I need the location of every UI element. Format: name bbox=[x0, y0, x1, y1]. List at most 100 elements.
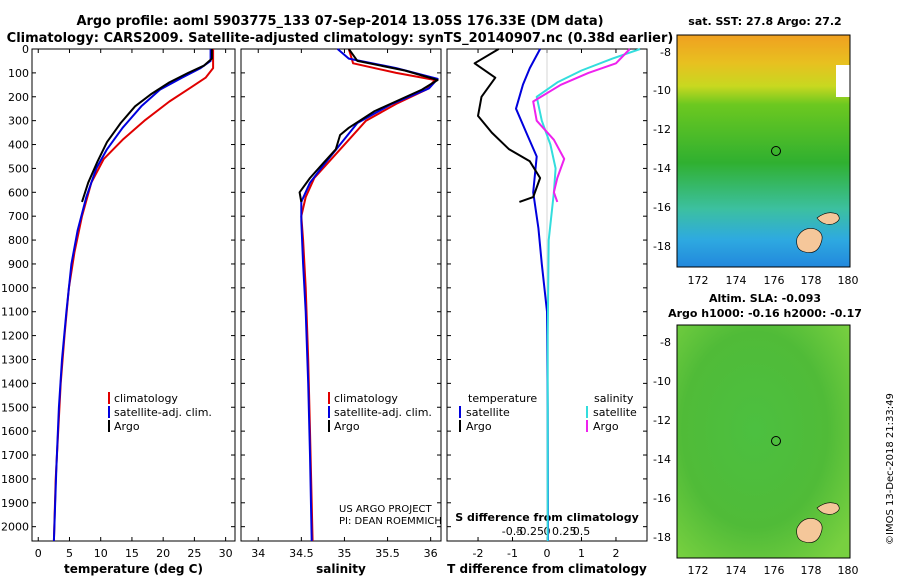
depth-tick-label: 1700 bbox=[1, 449, 29, 462]
figure-title-line2: Climatology: CARS2009. Satellite-adjuste… bbox=[7, 31, 674, 46]
sst-ytick-label: -16 bbox=[653, 201, 671, 214]
x-tick-label: 0 bbox=[544, 547, 551, 560]
x-tick-label: 20 bbox=[156, 547, 170, 560]
series-line-salinity-argo bbox=[532, 48, 631, 203]
depth-tick-label: 600 bbox=[8, 186, 29, 199]
credit-line2: PI: DEAN ROEMMICH bbox=[339, 516, 442, 527]
difference-panel: -2 -1 0 1 2-0.5-0.25 0 0.250.5S difference fro… bbox=[446, 48, 648, 576]
depth-tick-label: 900 bbox=[8, 258, 29, 271]
x-tick-label: 1 bbox=[578, 547, 585, 560]
series-line-satellite-adj-clim- bbox=[52, 49, 212, 542]
sst-map-axes bbox=[676, 34, 851, 268]
legend-temperature-title: temperature bbox=[468, 392, 537, 405]
temperature-legend: climatology satellite-adj. clim. Argo bbox=[108, 392, 212, 433]
x-tick-label: 10 bbox=[94, 547, 108, 560]
x2-tick-label: 0.5 bbox=[573, 525, 591, 538]
depth-tick-label: 1600 bbox=[1, 425, 29, 438]
fiji-land bbox=[796, 212, 840, 253]
x-tick-label: 15 bbox=[125, 547, 139, 560]
depth-tick-label: 700 bbox=[8, 210, 29, 223]
sla-ytick-label: -10 bbox=[653, 375, 671, 388]
legend-argo-label: Argo bbox=[334, 420, 360, 433]
sst-xtick-label: 178 bbox=[801, 274, 822, 287]
sla-map-title-line2: Argo h1000: -0.16 h2000: -0.17 bbox=[668, 307, 862, 320]
x2-tick-label: -0.25 bbox=[516, 525, 544, 538]
x-tick-label: -2 bbox=[473, 547, 484, 560]
legend-climatology-label: climatology bbox=[114, 392, 178, 405]
sst-map-field bbox=[677, 35, 850, 267]
legend-salinity-title: salinity bbox=[594, 392, 634, 405]
temperature-x-axis-label: temperature (deg C) bbox=[64, 562, 203, 576]
sst-map: sat. SST: 27.8 Argo: 27.2 -8 -10 -12 -14… bbox=[653, 15, 858, 287]
depth-tick-label: 2000 bbox=[1, 521, 29, 534]
series-line-argo bbox=[81, 49, 213, 203]
legend-temp-argo-label: Argo bbox=[466, 420, 492, 433]
sla-map-title-line1: Altim. SLA: -0.093 bbox=[709, 292, 821, 305]
x-tick-label: 34.5 bbox=[289, 547, 314, 560]
sla-map: Altim. SLA: -0.093 Argo h1000: -0.16 h20… bbox=[653, 292, 862, 577]
sla-ytick-label: -12 bbox=[653, 414, 671, 427]
argo-position-marker bbox=[771, 146, 781, 156]
x-tick-label: 36 bbox=[424, 547, 438, 560]
salinity-axes-frame bbox=[240, 48, 442, 542]
legend-satellite-label: satellite-adj. clim. bbox=[114, 406, 212, 419]
sla-ytick-label: -16 bbox=[653, 492, 671, 505]
x-tick-label: 35 bbox=[337, 547, 351, 560]
depth-tick-label: 1300 bbox=[1, 353, 29, 366]
salinity-panel: 34 34.5 35 35.5 36 salinity bbox=[240, 48, 442, 576]
sst-map-nodata-strip bbox=[836, 65, 850, 97]
x-tick-label: 25 bbox=[187, 547, 201, 560]
depth-tick-label: 1500 bbox=[1, 401, 29, 414]
depth-tick-label: 0 bbox=[22, 43, 29, 56]
depth-tick-label: 1800 bbox=[1, 473, 29, 486]
sla-xtick-label: 172 bbox=[688, 564, 709, 577]
sst-ytick-label: -10 bbox=[653, 84, 671, 97]
depth-tick-label: 800 bbox=[8, 234, 29, 247]
sla-ytick-label: -8 bbox=[660, 336, 671, 349]
argo-position-marker bbox=[771, 436, 781, 446]
imos-watermark: ©IMOS 13-Dec-2018 21:33:49 bbox=[885, 393, 896, 545]
depth-tick-label: 1100 bbox=[1, 306, 29, 319]
depth-tick-label: 1200 bbox=[1, 330, 29, 343]
legend-argo-label: Argo bbox=[114, 420, 140, 433]
x2-tick-label: 0.25 bbox=[552, 525, 577, 538]
temperature-panel: 0100200300400500600700800900100011001200… bbox=[1, 43, 236, 576]
x-tick-label: 30 bbox=[219, 547, 233, 560]
difference-x-axis-label: T difference from climatology bbox=[447, 562, 647, 576]
difference-legend: temperature satellite Argo salinity sate… bbox=[459, 392, 637, 433]
sst-map-title: sat. SST: 27.8 Argo: 27.2 bbox=[688, 15, 841, 28]
sst-xtick-label: 176 bbox=[764, 274, 785, 287]
sla-ytick-label: -14 bbox=[653, 453, 671, 466]
sst-ytick-label: -8 bbox=[660, 46, 671, 59]
depth-tick-label: 200 bbox=[8, 91, 29, 104]
sla-xtick-label: 174 bbox=[726, 564, 747, 577]
depth-tick-label: 100 bbox=[8, 67, 29, 80]
x-tick-label: 34 bbox=[251, 547, 265, 560]
legend-temp-satellite-label: satellite bbox=[466, 406, 510, 419]
depth-tick-label: 1400 bbox=[1, 377, 29, 390]
salinity-x-axis-label: salinity bbox=[316, 562, 366, 576]
legend-satellite-label: satellite-adj. clim. bbox=[334, 406, 432, 419]
legend-climatology-label: climatology bbox=[334, 392, 398, 405]
sst-ytick-label: -12 bbox=[653, 123, 671, 136]
temperature-axes-frame bbox=[31, 48, 236, 542]
sla-xtick-label: 178 bbox=[801, 564, 822, 577]
depth-tick-label: 1000 bbox=[1, 282, 29, 295]
sla-map-axes bbox=[676, 324, 851, 559]
legend-sal-argo-label: Argo bbox=[593, 420, 619, 433]
x-tick-label: -1 bbox=[507, 547, 518, 560]
series-line-argo bbox=[298, 48, 439, 203]
x-tick-label: 0 bbox=[35, 547, 42, 560]
depth-tick-label: 500 bbox=[8, 162, 29, 175]
sst-ytick-label: -18 bbox=[653, 240, 671, 253]
sla-map-field bbox=[677, 325, 850, 558]
sst-xtick-label: 172 bbox=[688, 274, 709, 287]
depth-tick-label: 1900 bbox=[1, 497, 29, 510]
sst-ytick-label: -14 bbox=[653, 162, 671, 175]
depth-tick-label: 300 bbox=[8, 115, 29, 128]
sla-xtick-label: 180 bbox=[838, 564, 859, 577]
sla-xtick-label: 176 bbox=[764, 564, 785, 577]
salinity-legend: climatology satellite-adj. clim. Argo US… bbox=[328, 392, 442, 527]
sst-xtick-label: 180 bbox=[838, 274, 859, 287]
